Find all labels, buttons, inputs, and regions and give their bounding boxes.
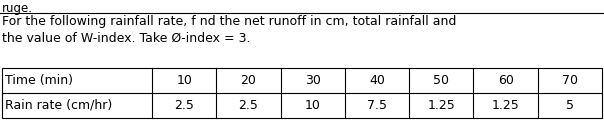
Text: 50: 50: [433, 74, 449, 87]
Text: ruge.: ruge.: [2, 2, 33, 15]
Text: Time (min): Time (min): [5, 74, 73, 87]
Text: 60: 60: [498, 74, 513, 87]
Text: 70: 70: [562, 74, 578, 87]
Text: 1.25: 1.25: [492, 99, 519, 112]
Bar: [2, 68, 602, 118]
Text: 2.5: 2.5: [174, 99, 194, 112]
Text: 30: 30: [305, 74, 321, 87]
Text: 20: 20: [240, 74, 256, 87]
Text: 7.5: 7.5: [367, 99, 387, 112]
Text: 10: 10: [305, 99, 321, 112]
Text: 5: 5: [566, 99, 574, 112]
Text: 10: 10: [176, 74, 192, 87]
Text: 1.25: 1.25: [428, 99, 455, 112]
Text: For the following rainfall rate, f nd the net runoff in cm, total rainfall and
t: For the following rainfall rate, f nd th…: [2, 15, 457, 45]
Text: 40: 40: [369, 74, 385, 87]
Text: Rain rate (cm/hr): Rain rate (cm/hr): [5, 99, 112, 112]
Text: 2.5: 2.5: [239, 99, 259, 112]
